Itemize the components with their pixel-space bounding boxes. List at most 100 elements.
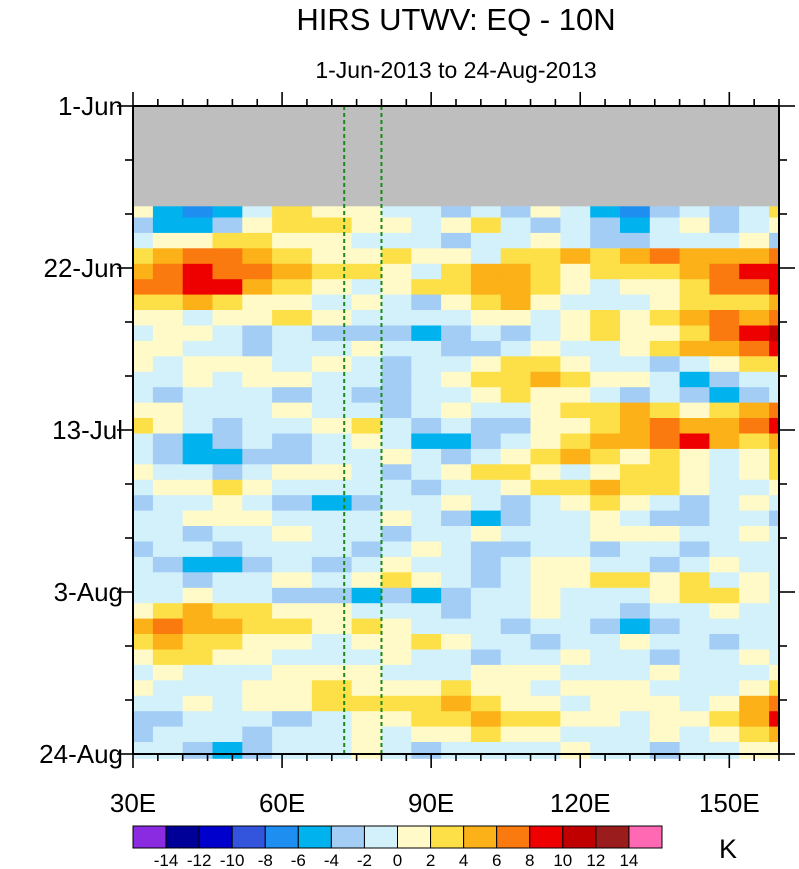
heatmap-cell <box>470 371 502 389</box>
heatmap-cell <box>769 263 780 281</box>
heatmap-cell <box>441 649 472 667</box>
heatmap-cell <box>351 556 382 574</box>
heatmap-cell <box>739 248 770 266</box>
heatmap-cell <box>182 510 214 528</box>
heatmap-cell <box>182 495 214 512</box>
heatmap-cell <box>441 217 472 235</box>
heatmap-cell <box>560 664 591 682</box>
heatmap-cell <box>470 526 502 543</box>
heatmap-cell <box>351 541 382 559</box>
heatmap-cell <box>242 263 273 281</box>
heatmap-cell <box>441 726 472 744</box>
heatmap-cell <box>590 433 621 451</box>
heatmap-cell <box>709 356 740 374</box>
heatmap-cell <box>441 433 472 451</box>
heatmap-cell <box>212 526 243 543</box>
heatmap-cell <box>590 649 621 667</box>
heatmap-cell <box>351 418 382 435</box>
heatmap-cell <box>311 402 353 420</box>
heatmap-cell <box>212 664 243 682</box>
heatmap-cell <box>500 680 532 698</box>
heatmap-cell <box>351 387 382 404</box>
heatmap-cell <box>709 310 740 327</box>
heatmap-cell <box>769 294 780 312</box>
heatmap-cell <box>212 479 243 497</box>
heatmap-cell <box>272 618 313 636</box>
heatmap-cell <box>272 232 313 250</box>
heatmap-cell <box>212 294 243 312</box>
heatmap-cell <box>381 263 412 281</box>
heatmap-cell <box>242 649 273 667</box>
colorbar-swatch <box>198 825 233 849</box>
heatmap-cell <box>500 387 532 404</box>
heatmap-cell <box>212 603 243 620</box>
heatmap-cell <box>709 294 740 312</box>
heatmap-cell <box>590 387 621 404</box>
heatmap-cell <box>649 556 681 574</box>
x-tick-label: 90E <box>408 788 454 818</box>
heatmap-cell <box>311 418 353 435</box>
heatmap-cell <box>620 664 651 682</box>
heatmap-cell <box>560 356 591 374</box>
heatmap-cell <box>679 310 710 327</box>
heatmap-cell <box>590 356 621 374</box>
heatmap-cell <box>182 263 214 281</box>
heatmap-cell <box>620 418 651 435</box>
heatmap-cell <box>351 464 382 482</box>
colorbar-units: K <box>719 834 737 864</box>
heatmap-cell <box>133 464 154 482</box>
colorbar-label: 4 <box>459 851 468 869</box>
heatmap-cell <box>311 248 353 266</box>
heatmap-cell <box>709 263 740 281</box>
heatmap-cell <box>560 232 591 250</box>
x-tick-label: 60E <box>259 788 305 818</box>
heatmap-cell <box>530 541 561 559</box>
heatmap-cell <box>212 402 243 420</box>
heatmap-cell <box>272 248 313 266</box>
heatmap-cell <box>500 649 532 667</box>
heatmap-cell <box>560 572 591 590</box>
heatmap-cell <box>242 448 273 466</box>
heatmap-cell <box>739 464 770 482</box>
y-tick-label: 13-Jul <box>52 415 123 445</box>
y-tick-label: 22-Jun <box>44 253 124 283</box>
heatmap-cell <box>381 572 412 590</box>
heatmap-cell <box>311 603 353 620</box>
heatmap-cell <box>381 433 412 451</box>
colorbar-swatch <box>297 825 332 849</box>
heatmap-cell <box>182 464 214 482</box>
heatmap-cell <box>242 587 273 605</box>
heatmap-cell <box>381 217 412 235</box>
heatmap-cell <box>590 711 621 728</box>
heatmap-cell <box>441 402 472 420</box>
heatmap-cell <box>709 695 740 713</box>
heatmap-cell <box>739 649 770 667</box>
heatmap-cell <box>649 263 681 281</box>
heatmap-cell <box>411 279 442 296</box>
heatmap-cell <box>272 433 313 451</box>
heatmap-cell <box>560 680 591 698</box>
colorbar-label: 6 <box>492 851 501 869</box>
heatmap-cell <box>182 217 214 235</box>
heatmap-cell <box>709 603 740 620</box>
heatmap-cell <box>530 217 561 235</box>
heatmap-cell <box>351 294 382 312</box>
heatmap-cell <box>470 556 502 574</box>
heatmap-cell <box>351 695 382 713</box>
heatmap-cell <box>649 356 681 374</box>
heatmap-cell <box>649 402 681 420</box>
x-axis-labels: 30E 60E 90E 120E 150E <box>110 788 760 818</box>
heatmap-cell <box>311 232 353 250</box>
heatmap-cell <box>411 402 442 420</box>
heatmap-cell <box>679 433 710 451</box>
heatmap-cell <box>590 448 621 466</box>
colorbar-swatch <box>363 825 399 849</box>
heatmap-cell <box>620 726 651 744</box>
heatmap-cell <box>530 711 561 728</box>
heatmap-cell <box>351 356 382 374</box>
heatmap-cell <box>182 433 214 451</box>
heatmap-cell <box>411 526 442 543</box>
heatmap-cell <box>133 479 154 497</box>
heatmap-cell <box>530 510 561 528</box>
